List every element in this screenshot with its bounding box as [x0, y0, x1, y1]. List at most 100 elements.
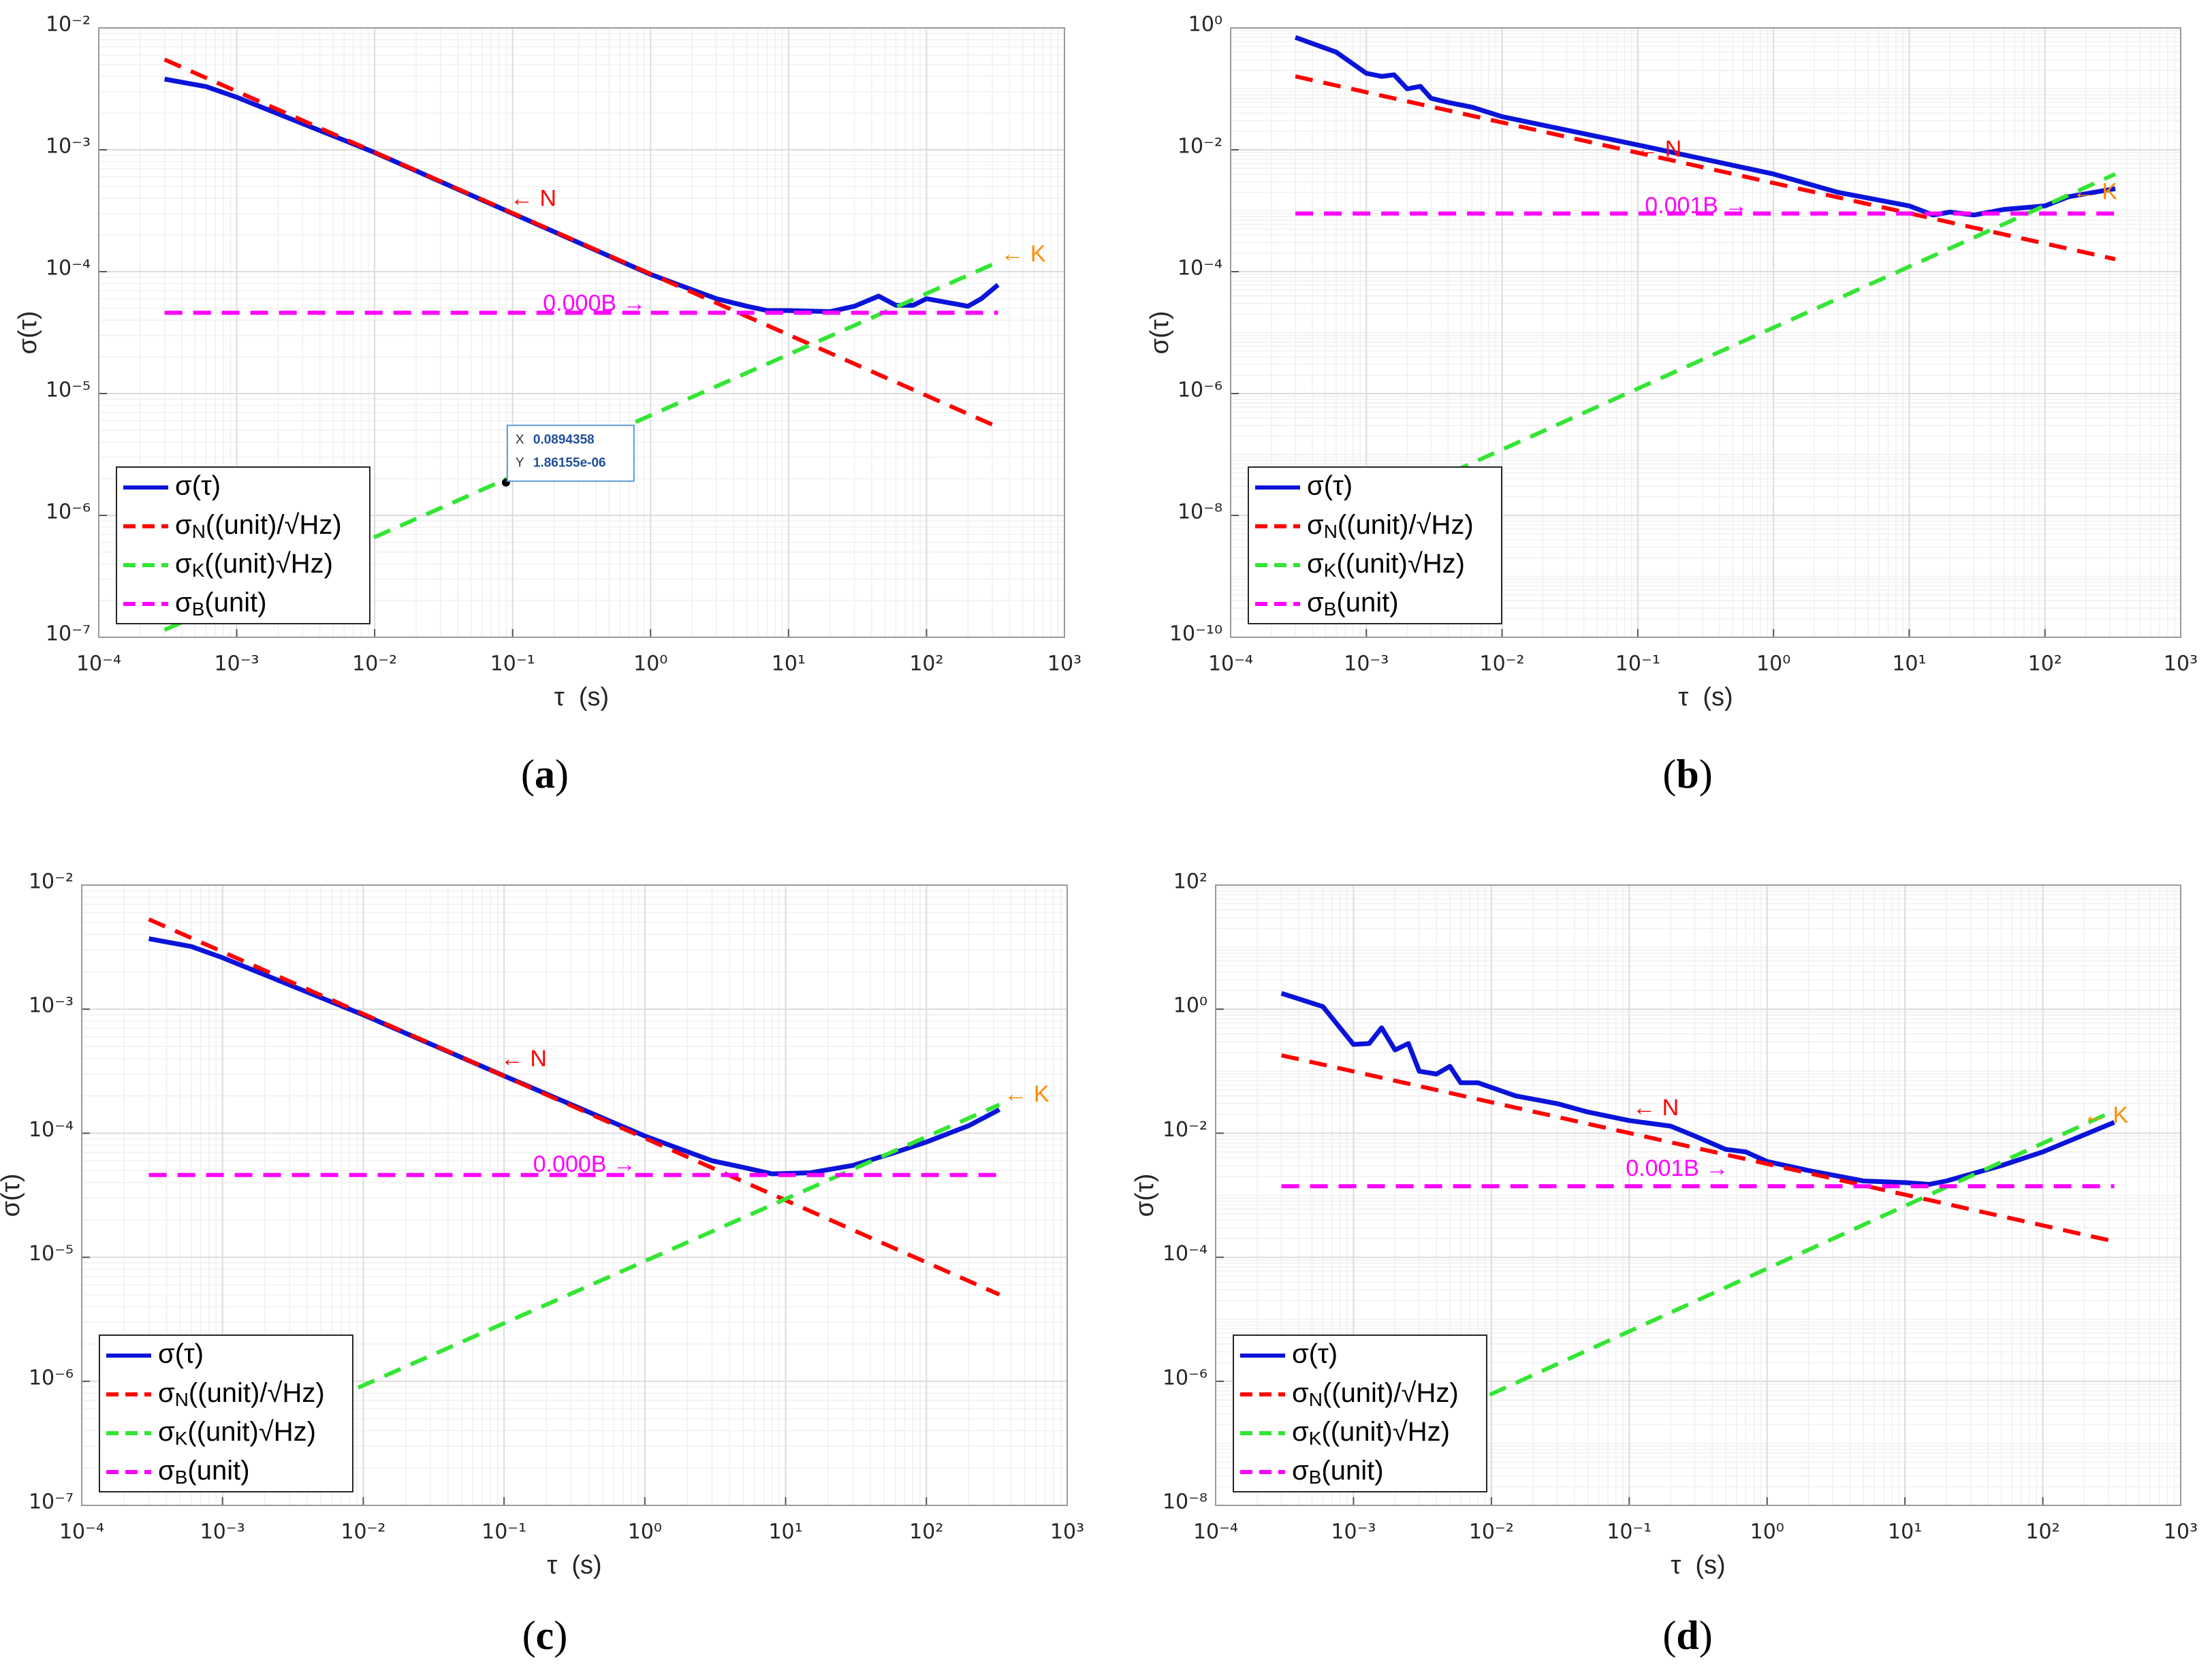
- legend-label-part: σ: [158, 1456, 175, 1486]
- legend-label-part: ((unit)/√Hz): [206, 510, 342, 540]
- caption-part: a: [535, 752, 555, 797]
- x-tick-label: 10³: [1047, 652, 1081, 676]
- legend-label-part: K: [175, 1428, 188, 1449]
- legend-label-part: ((unit)√Hz): [1321, 1417, 1450, 1447]
- annotation: 0.001B →: [1645, 193, 1748, 219]
- legend-label-part: N: [1309, 1389, 1323, 1410]
- x-tick-label: 10²: [909, 1520, 943, 1544]
- x-tick-label: 10⁰: [1750, 1520, 1784, 1544]
- legend-label-part: σ: [1292, 1378, 1309, 1408]
- y-tick-label: 10⁻⁴: [29, 1118, 74, 1142]
- legend-label-part: N: [1324, 521, 1338, 542]
- series-line: [148, 936, 1001, 1177]
- x-tick-label: 10⁻³: [215, 652, 259, 676]
- series-line: [1295, 74, 2116, 261]
- y-tick-label: 10⁻¹⁰: [1169, 622, 1222, 646]
- legend-label: σK((unit)√Hz): [1292, 1417, 1450, 1450]
- caption-part: b: [1676, 752, 1698, 797]
- legend-label-part: K: [192, 560, 205, 581]
- y-axis-label: σ(τ): [1146, 311, 1174, 355]
- legend-box: [116, 466, 370, 624]
- axes-box: [1230, 27, 2181, 638]
- annotation: ← N: [1635, 136, 1681, 162]
- y-tick-label: 10⁻⁴: [1163, 1242, 1207, 1266]
- y-tick-label: 10⁻⁴: [46, 257, 91, 281]
- legend-label: σN((unit)/√Hz): [1307, 510, 1474, 543]
- x-tick-label: 10²: [2028, 652, 2062, 676]
- legend-label: σN((unit)/√Hz): [1292, 1378, 1459, 1411]
- x-tick-label: 10¹: [768, 1520, 802, 1544]
- axes-box: [1215, 884, 2181, 1506]
- y-tick-label: 10⁻²: [1178, 135, 1222, 159]
- x-tick-label: 10⁻¹: [1615, 652, 1660, 676]
- y-tick-label: 10⁻⁷: [29, 1490, 74, 1514]
- x-tick-label: 10⁻³: [200, 1520, 245, 1544]
- y-tick-label: 10⁻⁸: [1178, 500, 1222, 524]
- legend-box: [99, 1334, 353, 1492]
- y-tick-label: 10⁻²: [1163, 1118, 1207, 1142]
- legend-label: σ(τ): [158, 1339, 204, 1369]
- legend-label-part: σ: [1292, 1456, 1309, 1486]
- axes-box: [98, 27, 1065, 638]
- y-axis-label: σ(τ): [0, 1174, 25, 1217]
- x-tick-label: 10⁻⁴: [59, 1520, 104, 1544]
- legend-label-part: B: [1309, 1467, 1322, 1488]
- x-tick-label: 10⁰: [1756, 652, 1790, 676]
- legend-label: σN((unit)/√Hz): [175, 510, 342, 543]
- x-tick-label: 10⁻¹: [481, 1520, 526, 1544]
- legend-label-part: σ: [158, 1378, 175, 1408]
- legend-label-part: B: [192, 598, 205, 620]
- legend-label-part: N: [175, 1389, 189, 1410]
- legend-label-part: ((unit)/√Hz): [189, 1378, 325, 1408]
- x-tick-label: 10³: [2164, 1520, 2198, 1544]
- caption-part: (: [521, 752, 535, 797]
- legend-label-part: σ: [175, 510, 192, 540]
- y-tick-label: 10⁻⁶: [1163, 1366, 1207, 1390]
- legend-label: σN((unit)/√Hz): [158, 1378, 325, 1411]
- caption: (a): [521, 752, 569, 797]
- caption-part: c: [536, 1613, 554, 1658]
- caption-part: ): [554, 1613, 567, 1658]
- x-axis-label: τ (s): [1671, 1551, 1725, 1580]
- legend-label-part: σ: [175, 549, 192, 579]
- y-tick-label: 10⁻⁵: [29, 1242, 74, 1266]
- legend-label-part: ((unit)√Hz): [1336, 549, 1465, 579]
- legend-label-part: (unit): [187, 1456, 249, 1486]
- y-tick-label: 10⁻⁴: [1178, 257, 1222, 281]
- legend-label-part: ((unit)√Hz): [204, 549, 333, 579]
- legend-label-part: ((unit)/√Hz): [1323, 1378, 1459, 1408]
- x-tick-label: 10⁻²: [1480, 652, 1525, 676]
- annotation: 0.000B →: [543, 290, 646, 316]
- x-tick-label: 10⁻³: [1344, 652, 1389, 676]
- y-tick-label: 10⁻⁶: [1178, 379, 1222, 402]
- legend-label: σB(unit): [1292, 1456, 1384, 1488]
- annotation: ← N: [501, 1046, 547, 1072]
- y-tick-label: 10⁻²: [46, 13, 91, 37]
- x-tick-label: 10²: [2025, 1520, 2059, 1544]
- x-axis-label: τ (s): [1678, 683, 1733, 711]
- legend-label-part: K: [1309, 1428, 1322, 1449]
- y-tick-label: 10⁻⁶: [46, 500, 91, 524]
- caption-part: d: [1676, 1613, 1698, 1658]
- legend-label: σK((unit)√Hz): [158, 1417, 316, 1450]
- caption: (c): [522, 1613, 568, 1658]
- y-axis-label: σ(τ): [14, 311, 42, 355]
- legend-label: σK((unit)√Hz): [175, 549, 333, 581]
- series-line: [163, 57, 999, 430]
- legend-label-part: ((unit)√Hz): [187, 1417, 316, 1447]
- datatip-y-label: Y: [516, 456, 524, 470]
- y-tick-label: 10⁻³: [29, 994, 74, 1018]
- x-tick-label: 10³: [2164, 652, 2198, 676]
- x-tick-label: 10²: [909, 652, 943, 676]
- axes-box: [81, 884, 1068, 1506]
- y-tick-label: 10²: [1173, 870, 1207, 894]
- legend-label-part: B: [175, 1467, 188, 1488]
- datatip-x-label: X: [516, 433, 524, 447]
- legend-label: σB(unit): [158, 1456, 250, 1488]
- annotation: ← N: [1632, 1095, 1679, 1121]
- x-tick-label: 10⁻²: [341, 1520, 385, 1544]
- caption-part: ): [555, 752, 569, 797]
- datatip-x: 0.0894358: [533, 433, 595, 447]
- annotation: ← K: [1004, 1081, 1049, 1107]
